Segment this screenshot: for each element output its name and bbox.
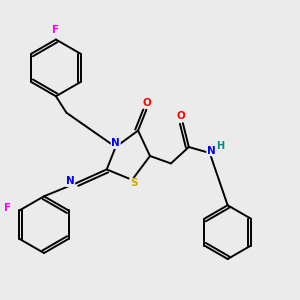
Text: O: O (142, 98, 151, 108)
Text: F: F (52, 25, 59, 35)
Text: H: H (216, 140, 224, 151)
Text: S: S (130, 178, 137, 188)
Text: O: O (176, 111, 185, 121)
Text: N: N (207, 146, 216, 156)
Text: F: F (4, 203, 11, 213)
Text: N: N (111, 138, 120, 148)
Text: N: N (66, 176, 75, 186)
